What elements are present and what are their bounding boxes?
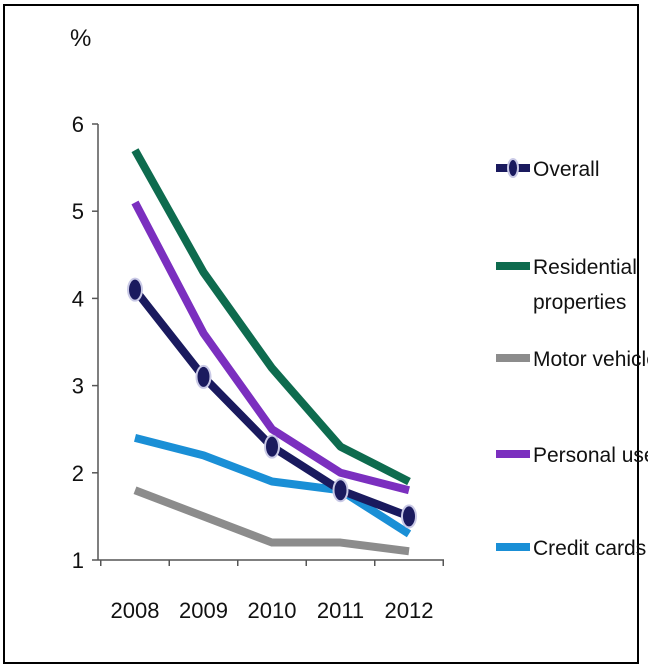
- axes: 1 2 3 4 5 6 2008 2009 2010 2011 2012: [72, 112, 444, 623]
- legend-label: Personal use: [533, 444, 648, 467]
- series-line-credit-cards: [134, 434, 412, 538]
- legend-label: Credit cards: [533, 537, 646, 560]
- data-point-marker: [264, 434, 280, 459]
- legend-label: Overall: [533, 158, 600, 181]
- y-tick-label: 4: [72, 286, 84, 311]
- x-tick-label: 2012: [385, 598, 434, 623]
- legend-label: Residential: [533, 256, 637, 279]
- y-tick-label: 1: [72, 548, 84, 573]
- legend-marker: [507, 158, 519, 178]
- data-point-marker: [127, 277, 143, 302]
- legend: Overall Residential properties Motor vehicl…: [496, 158, 648, 560]
- series-lines: [131, 148, 412, 556]
- chart-frame: [3, 4, 639, 664]
- x-tick-label: 2010: [248, 598, 297, 623]
- series-line-motor-vehicles: [133, 486, 410, 556]
- data-point-marker: [332, 478, 349, 503]
- data-point-marker: [401, 504, 417, 529]
- y-axis-unit-label: %: [70, 25, 91, 52]
- y-tick-label: 3: [72, 374, 84, 399]
- data-point-marker: [195, 364, 212, 389]
- series-line-residential-properties: [131, 148, 411, 486]
- series-markers: [127, 277, 417, 529]
- x-tick-label: 2008: [111, 598, 160, 623]
- legend-label: properties: [533, 291, 626, 314]
- series-line-personal-use: [131, 200, 410, 495]
- y-tick-label: 6: [72, 112, 84, 137]
- y-tick-label: 5: [72, 199, 84, 224]
- y-tick-label: 2: [72, 461, 84, 486]
- x-tick-label: 2009: [179, 598, 228, 623]
- legend-label: Motor vehicles: [533, 348, 648, 371]
- x-tick-label: 2011: [317, 598, 364, 623]
